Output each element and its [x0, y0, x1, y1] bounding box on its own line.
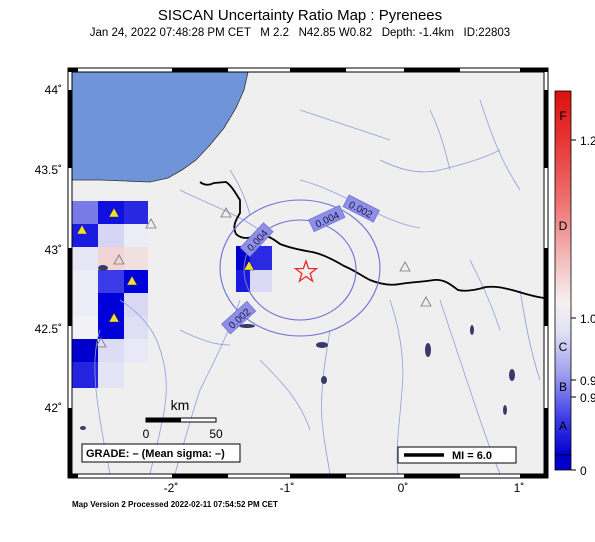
lakes: [80, 265, 515, 430]
bay-of-biscay: [72, 72, 249, 183]
scale-bar-min: 0: [143, 427, 150, 441]
colorbar-value: 1.0: [580, 312, 595, 326]
colorbar-letter: A: [559, 419, 567, 433]
lon-tick: -2˚: [164, 481, 179, 495]
grade-text: GRADE: – (Mean sigma: –): [86, 448, 225, 460]
lat-tick: 42˚: [45, 401, 62, 415]
station-inactive: [145, 218, 157, 229]
lat-tick: 43.5˚: [35, 163, 62, 177]
station-active: [76, 224, 88, 235]
stations: [76, 207, 432, 348]
country-border: [199, 181, 544, 299]
lon-tick: -1˚: [280, 481, 295, 495]
scale-bar-title: km: [171, 397, 190, 413]
station-active: [108, 312, 120, 323]
colorbar-value: 0: [580, 464, 587, 478]
station-inactive: [95, 337, 107, 348]
colorbar-value: 1.2: [580, 134, 595, 148]
colorbar-letter: F: [559, 109, 566, 123]
lon-tick-labels: -2˚ -1˚ 0˚ 1˚: [164, 481, 525, 495]
station-active: [126, 275, 138, 286]
uncertainty-grid: [72, 201, 272, 388]
map-subtitle: Jan 24, 2022 07:48:28 PM CET M 2.2 N42.8…: [89, 27, 511, 39]
station-active: [108, 207, 120, 218]
station-inactive: [113, 254, 125, 265]
grade-box: GRADE: – (Mean sigma: –): [81, 443, 241, 463]
map-frame: [67, 67, 549, 479]
lat-tick: 43˚: [45, 243, 62, 257]
lon-tick: 0˚: [398, 481, 409, 495]
scale-bar-max: 50: [209, 427, 223, 441]
colorbar-value: 0.9: [580, 374, 595, 388]
colorbar-letter: D: [559, 219, 568, 233]
map-title: SISCAN Uncertainty Ratio Map : Pyrenees: [157, 7, 443, 24]
colorbar: F D C B A 1.2 1.0 0.9 0.9 0: [554, 90, 595, 478]
colorbar-value: 0.9: [580, 391, 595, 405]
station-inactive: [220, 207, 232, 218]
station-active: [243, 260, 255, 271]
colorbar-letter: C: [559, 340, 568, 354]
colorbar-letter: B: [559, 380, 567, 394]
station-inactive: [420, 296, 432, 307]
mi-legend-text: MI = 6.0: [452, 450, 492, 462]
mi-legend: MI = 6.0: [397, 446, 517, 464]
lon-tick: 1˚: [514, 481, 525, 495]
station-inactive: [399, 261, 411, 272]
lat-tick-labels: 44˚ 43.5˚ 43˚ 42.5˚ 42˚: [35, 83, 62, 415]
map-version-footer: Map Version 2 Processed 2022-02-11 07:54…: [72, 500, 278, 509]
lat-tick: 42.5˚: [35, 322, 62, 336]
epicenter-star: [293, 259, 319, 283]
scale-bar: km 0 50: [143, 397, 223, 441]
lat-tick: 44˚: [45, 83, 62, 97]
